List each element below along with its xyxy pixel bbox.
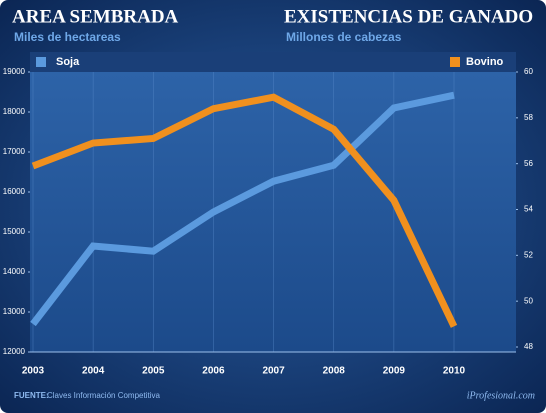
plot-area [30,72,516,352]
y2-tick-label: 50 [524,296,533,305]
y-tick-label: 13000 [3,307,26,316]
y-tick-label: 19000 [3,67,26,76]
legend-label: Bovino [466,56,504,68]
y-tick-label: 16000 [3,187,26,196]
x-tick-label: 2009 [383,366,406,377]
x-tick-label: 2007 [262,366,285,377]
chart-title: AREA SEMBRADA [12,6,179,27]
y2-subtitle: Millones de cabezas [286,30,402,44]
y2-tick-label: 54 [524,205,533,214]
y2-tick-label: 52 [524,250,533,259]
x-tick-label: 2006 [202,366,225,377]
x-tick-label: 2003 [22,366,45,377]
y2-title: EXISTENCIAS DE GANADO [284,6,533,27]
source: Claves Información Competitiva [47,391,160,400]
x-tick-label: 2010 [443,366,466,377]
x-tick-label: 2008 [323,366,346,377]
legend-swatch [36,57,46,67]
x-tick-label: 2004 [82,366,105,377]
y-tick-label: 14000 [3,267,26,276]
y-tick-label: 18000 [3,107,26,116]
x-tick-label: 2005 [142,366,165,377]
series-line [31,93,458,328]
y-tick-label: 17000 [3,147,26,156]
y2-tick-label: 60 [524,67,533,76]
y-tick-label: 15000 [3,227,26,236]
legend-band [30,52,516,72]
source-label: FUENTE: [14,391,49,400]
chart-subtitle: Miles de hectareas [14,30,121,44]
y2-tick-label: 56 [524,159,533,168]
credit: iProfesional.com [467,390,535,401]
legend-label: Soja [56,56,80,68]
y-tick-label: 12000 [3,347,26,356]
legend-swatch [450,57,460,67]
y2-tick-label: 58 [524,113,533,122]
y2-tick-label: 48 [524,342,533,351]
series-line [30,91,455,327]
